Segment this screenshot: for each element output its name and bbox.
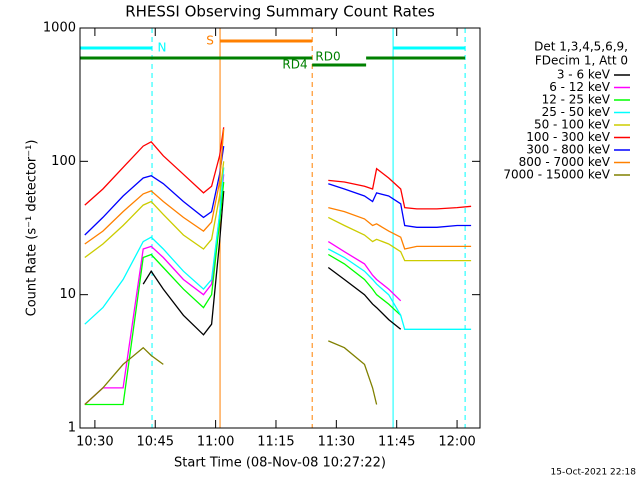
y-tick-label: 100	[51, 154, 76, 169]
y-tick-label: 1000	[43, 21, 76, 36]
series-line	[84, 161, 472, 262]
legend-label: 800 - 7000 keV	[519, 155, 611, 169]
x-tick-label: 10:45	[137, 435, 174, 450]
x-axis-label: Start Time (08-Nov-08 10:27:22)	[174, 456, 386, 471]
series-line	[84, 127, 472, 210]
x-tick-label: 12:00	[438, 435, 475, 450]
legend-label: 3 - 6 keV	[557, 68, 611, 82]
legend-label: 25 - 50 keV	[542, 105, 611, 119]
legend-header: Det 1,3,4,5,6,9,	[534, 40, 628, 54]
legend-label: 12 - 25 keV	[542, 93, 611, 107]
x-tick-label: 11:00	[197, 435, 234, 450]
y-tick-label: 10	[59, 287, 76, 302]
flag-label: RD4	[282, 58, 307, 72]
x-tick-label: 11:30	[318, 435, 355, 450]
x-tick-label: 10:30	[76, 435, 113, 450]
flag-label: N	[158, 41, 167, 55]
y-tick-label: 1	[68, 421, 76, 436]
chart-title: RHESSI Observing Summary Count Rates	[125, 3, 435, 21]
legend-header: FDecim 1, Att 0	[535, 54, 628, 68]
series-line	[84, 146, 472, 236]
y-axis-label: Count Rate (s⁻¹ detector⁻¹)	[25, 140, 40, 317]
legend-label: 7000 - 15000 keV	[503, 168, 610, 182]
series-line	[84, 181, 402, 406]
flag-label: S	[206, 34, 214, 48]
series-line	[142, 190, 402, 336]
series-line	[84, 167, 472, 330]
series-line	[84, 128, 472, 250]
legend-label: 300 - 800 keV	[526, 143, 610, 157]
legend-label: 6 - 12 keV	[549, 80, 611, 94]
plot-frame	[79, 27, 481, 429]
x-tick-label: 11:15	[257, 435, 294, 450]
x-tick-label: 11:45	[378, 435, 415, 450]
series-line	[84, 340, 378, 405]
flag-label: RD0	[315, 50, 340, 64]
legend-label: 50 - 100 keV	[534, 118, 611, 132]
footer: 15-Oct-2021 22:18	[551, 468, 637, 478]
legend-label: 100 - 300 keV	[526, 130, 610, 144]
